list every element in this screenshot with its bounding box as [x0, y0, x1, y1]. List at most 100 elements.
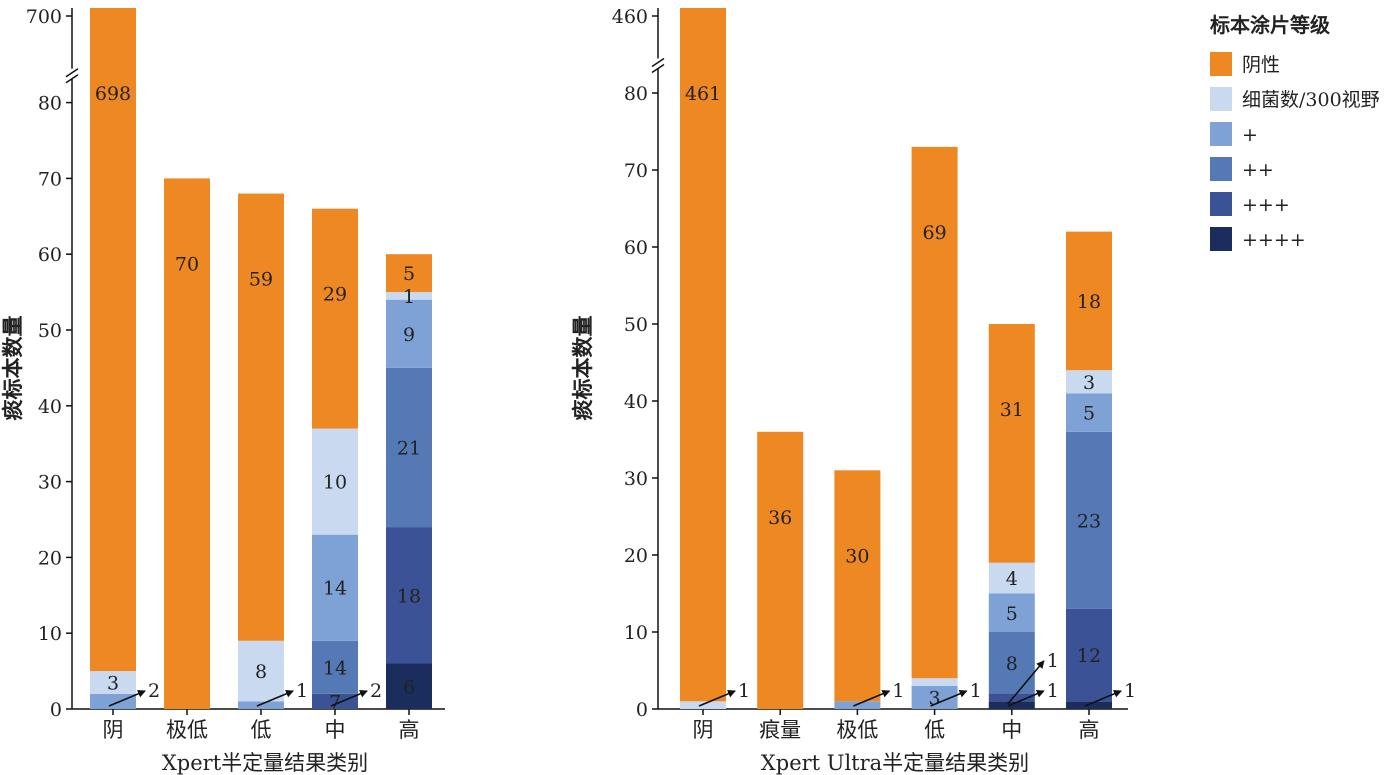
right-y-axis-title: 痰标本数量: [570, 316, 595, 421]
data-label: 14: [323, 578, 347, 600]
legend-label: ++: [1242, 159, 1274, 181]
x-tick-label: 低: [924, 718, 945, 742]
data-label: 18: [397, 585, 421, 607]
data-label: 69: [923, 222, 947, 244]
bar-segment: [988, 324, 1035, 563]
y-tick-label: 20: [38, 547, 62, 569]
right-bars: [680, 8, 1112, 709]
callout-arrow: [930, 690, 968, 707]
data-label: 12: [1077, 645, 1101, 667]
y-tick-label: 60: [624, 237, 648, 259]
legend-label: ++++: [1242, 229, 1306, 251]
y-tick-label: 60: [38, 244, 62, 266]
bar-segment: [988, 562, 1035, 594]
bar-segment: [1066, 393, 1112, 432]
bar-segment: [988, 632, 1035, 694]
data-label: 31: [1000, 399, 1024, 421]
y-tick-label: 40: [38, 396, 62, 418]
bar-segment: [680, 8, 726, 702]
left-bars: [90, 8, 432, 709]
bar-segment: [1066, 608, 1112, 702]
data-label: 30: [845, 545, 869, 567]
data-label: 3: [1083, 372, 1095, 394]
y-tick-label: 70: [624, 160, 648, 182]
x-tick-label: 阴: [693, 718, 714, 742]
data-label: 5: [1006, 603, 1018, 625]
bar-segment: [1066, 370, 1112, 394]
y-tick-label: 460: [612, 6, 648, 28]
data-label: 3: [929, 687, 941, 709]
y-tick-label: 50: [624, 314, 648, 336]
bar-segment: [312, 428, 358, 535]
legend-label: +: [1242, 124, 1258, 146]
x-tick-label: 阴: [103, 718, 124, 742]
x-tick-label: 高: [1079, 718, 1100, 742]
data-label: 29: [323, 284, 347, 306]
data-label: 1: [403, 286, 415, 308]
x-tick-label: 痕量: [759, 718, 801, 742]
bar-segment: [1066, 431, 1112, 609]
legend-swatch: [1210, 87, 1232, 111]
bar-segment: [911, 685, 958, 709]
bar-segment: [911, 678, 958, 686]
y-tick-label: 10: [624, 622, 648, 644]
axis-break-mark: [651, 57, 665, 68]
callout-label: 1: [1047, 650, 1059, 672]
right-axes: 0 10 20 30 40 50 60 70 80 460 阴 痕量 极低 低 中 高: [612, 6, 1128, 742]
data-label: 6: [403, 676, 415, 698]
callout-label: 1: [296, 680, 308, 702]
legend-swatch: [1210, 227, 1232, 251]
bar-segment: [90, 8, 136, 672]
data-label: 8: [1006, 653, 1018, 675]
xpert-chart: 01020304050607080700阴 极低低中高 3698708597141…: [0, 6, 445, 775]
y-tick-label: 0: [50, 699, 62, 721]
bar-segment: [238, 193, 284, 641]
legend-title: 标本涂片等级: [1210, 13, 1330, 37]
bar-segment: [386, 254, 432, 293]
x-tick-label: 中: [1001, 718, 1022, 742]
x-tick-label: 极低: [166, 718, 208, 742]
axis-break-mark: [65, 74, 79, 84]
xpert-ultra-chart: 0 10 20 30 40 50 60 70 80 460 阴 痕量 极低 低 中 高 461 36 30 3 69 8…: [570, 6, 1136, 775]
right-labels: 461 36 30 3 69 8 5 4 31 12 23 5 3 18 1 1 1 1 1 1: [685, 83, 1136, 709]
axis-break-mark: [651, 63, 665, 74]
y-tick-label: 10: [38, 623, 62, 645]
axis-break-mark: [65, 68, 79, 78]
y-tick-label: 0: [636, 699, 648, 721]
y-tick-label: 30: [624, 468, 648, 490]
callout-arrow: [1007, 660, 1045, 705]
bar-segment: [312, 208, 358, 429]
x-tick-label: 低: [251, 718, 272, 742]
bar-segment: [312, 693, 358, 709]
callout-label: 1: [738, 680, 750, 702]
data-label: 23: [1077, 510, 1101, 532]
y-tick-label: 30: [38, 472, 62, 494]
callout-arrow: [853, 690, 891, 707]
left-y-axis-title: 痰标本数量: [0, 316, 25, 421]
legend-swatch: [1210, 52, 1232, 76]
data-label: 70: [175, 253, 199, 275]
x-tick-label: 极低: [836, 718, 878, 742]
callout-label: 1: [970, 680, 982, 702]
bar-segment: [386, 299, 432, 368]
legend-swatch: [1210, 192, 1232, 216]
callout-arrow: [698, 690, 736, 707]
bar-segment: [834, 470, 881, 702]
data-label: 18: [1077, 291, 1101, 313]
x-tick-label: 中: [325, 718, 346, 742]
bar-segment: [90, 693, 136, 709]
data-label: 14: [323, 657, 347, 679]
callout-arrow: [330, 690, 368, 707]
legend-label: 细菌数/300视野: [1242, 89, 1380, 111]
y-tick-label: 20: [624, 545, 648, 567]
data-label: 5: [403, 263, 415, 285]
legend-swatch: [1210, 122, 1232, 146]
callout-label: 2: [148, 680, 160, 702]
data-label: 461: [685, 83, 721, 105]
data-label: 3: [107, 672, 119, 694]
callout-arrow: [1007, 689, 1045, 707]
